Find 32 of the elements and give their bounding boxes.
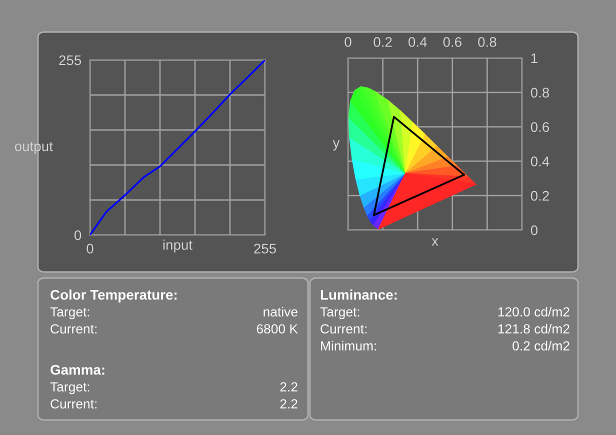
text: Target: xyxy=(50,382,90,394)
text: Luminance: xyxy=(320,290,397,300)
y-tick-label: 1 xyxy=(531,53,538,64)
text: 2.2 xyxy=(280,382,298,392)
x-tick-label: 0 xyxy=(344,37,352,47)
y-tick-label: 0 xyxy=(530,225,538,236)
x-tick-label: 0.8 xyxy=(478,37,496,47)
text: 0.2 cd/m2 xyxy=(512,340,570,351)
y-tick-label: 0.4 xyxy=(530,156,550,166)
text: Current: xyxy=(320,324,366,334)
text: Minimum: xyxy=(321,340,376,351)
text: Gamma: xyxy=(50,364,104,375)
x-tick-label: 0.2 xyxy=(374,37,392,47)
x-axis-title: input xyxy=(163,240,192,253)
text: 6800 K xyxy=(256,324,298,334)
text: Target: xyxy=(50,307,90,320)
text: 120.0 cd/m2 xyxy=(498,306,570,317)
text: Target: xyxy=(320,307,360,320)
text: Current: xyxy=(50,399,96,409)
y-axis-title: y xyxy=(332,140,340,150)
text: Color Temperature: xyxy=(50,290,177,302)
text: 121.8 cd/m2 xyxy=(498,324,570,334)
y-tick-label: 0.2 xyxy=(530,190,549,201)
y-tick-label: 0.8 xyxy=(530,88,550,98)
y-axis-title: output xyxy=(14,142,53,154)
x-axis-title: x xyxy=(432,238,438,246)
text: Current: xyxy=(50,324,96,334)
x-tick-label: 0.6 xyxy=(443,37,462,47)
text: 2.2 xyxy=(280,399,298,408)
y-tick-label: 0.6 xyxy=(530,122,550,132)
text: native xyxy=(264,306,298,317)
x-tick-label: 0.4 xyxy=(408,37,427,47)
